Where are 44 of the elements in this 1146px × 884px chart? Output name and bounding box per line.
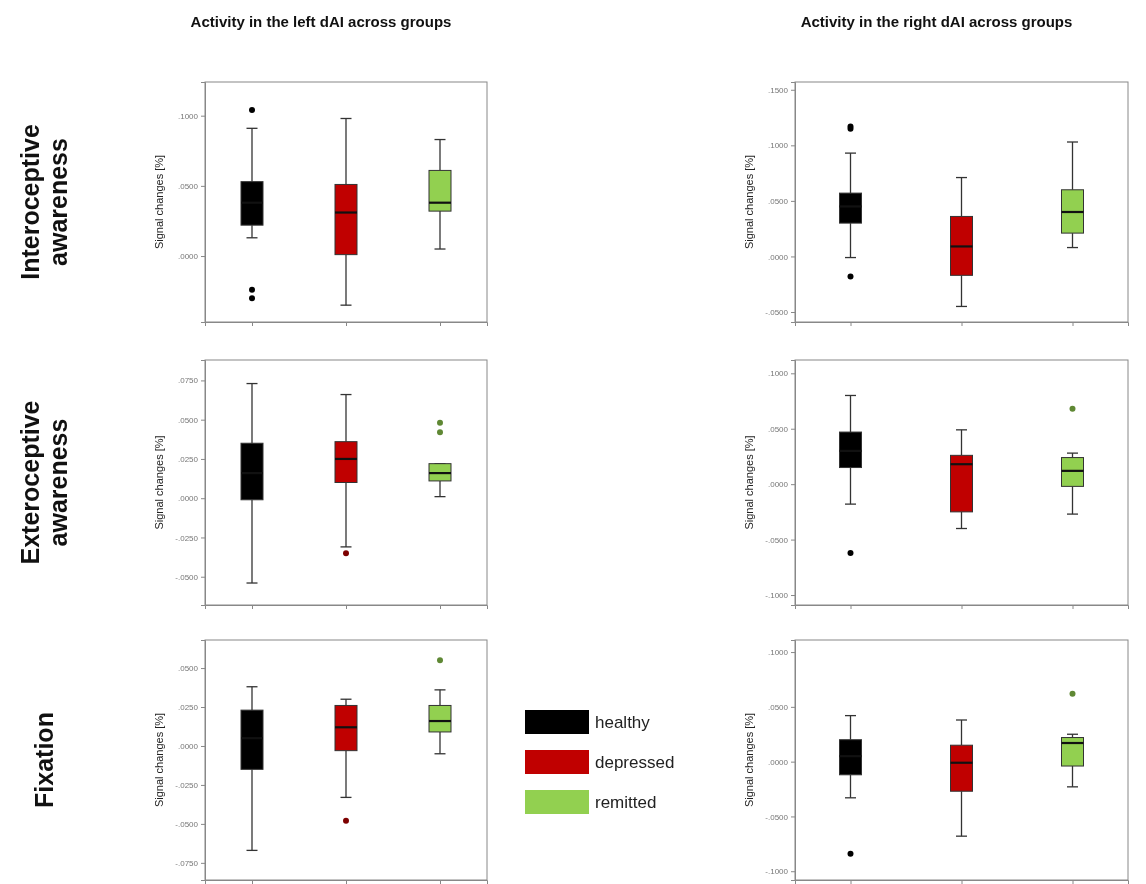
chart-title: Activity in the right dAI across groups [800, 13, 1073, 30]
y-tick-label: .0500 [767, 196, 789, 206]
y-axis-title: Signal changes [%] [743, 154, 755, 250]
y-axis-title: Signal changes [%] [743, 435, 755, 530]
y-tick-label: -.0250 [175, 781, 199, 790]
y-tick-label: .0500 [177, 181, 199, 191]
y-tick-label: .0250 [177, 703, 199, 713]
y-tick-label: .0000 [767, 480, 789, 490]
y-tick-label: -.0500 [765, 308, 789, 318]
y-axis-title: Signal changes [%] [153, 712, 165, 808]
legend-label: remitted [595, 793, 657, 812]
y-tick-label: -.0250 [175, 533, 199, 543]
y-tick-label: -.1000 [765, 867, 789, 877]
y-tick-label: .0250 [177, 455, 199, 464]
y-tick-label: -.1000 [765, 591, 789, 601]
y-tick-label: .0500 [177, 415, 199, 425]
y-tick-label: .0500 [767, 424, 789, 434]
y-tick-label: -.0500 [765, 535, 789, 545]
y-tick-label: .1000 [767, 141, 789, 151]
y-tick-label: -.0500 [765, 812, 789, 822]
legend-label: depressed [595, 753, 675, 772]
y-tick-label: .0500 [767, 702, 789, 712]
y-tick-label: -.0500 [175, 819, 199, 829]
y-tick-label: .0000 [177, 252, 199, 262]
y-tick-label: .0000 [767, 757, 789, 767]
y-axis-title: Signal changes [%] [743, 712, 755, 808]
y-axis-title: Signal changes [%] [153, 154, 165, 250]
y-tick-label: .0000 [177, 494, 199, 504]
y-tick-label: -.0750 [175, 858, 199, 868]
text: Exteroceptive awareness [16, 400, 72, 565]
y-tick-label: .0000 [767, 252, 789, 262]
legend-label: healthy [595, 713, 651, 732]
text: Interoceptive awareness [16, 124, 72, 280]
y-tick-label: .0750 [177, 376, 199, 386]
y-tick-label: .1000 [767, 648, 789, 658]
y-tick-label: .0000 [177, 742, 199, 752]
chart-title: Activity in the left dAI across groups [190, 13, 452, 30]
y-tick-label: .0500 [177, 664, 199, 674]
y-tick-label: .1000 [767, 369, 789, 379]
y-axis-title: Signal changes [%] [153, 435, 165, 530]
y-tick-label: .1000 [177, 111, 199, 121]
y-tick-label: -.0500 [175, 572, 199, 582]
text: Fixation [30, 712, 58, 808]
y-tick-label: .1500 [767, 85, 789, 95]
